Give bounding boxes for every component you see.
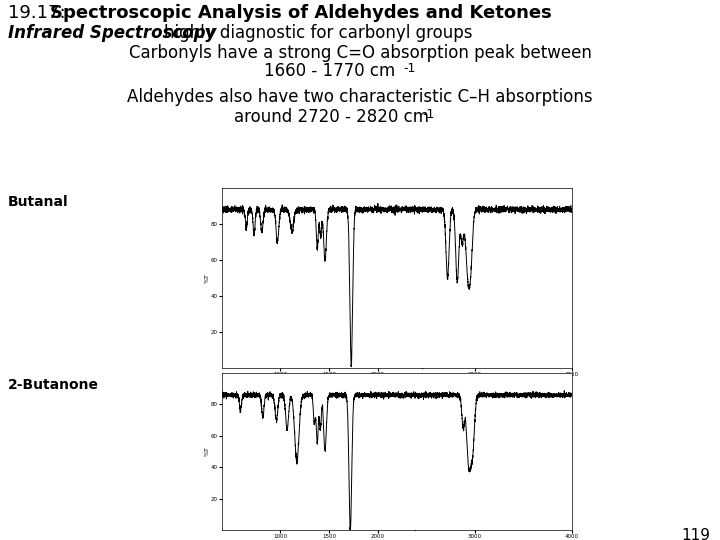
Y-axis label: %T: %T [204, 447, 210, 456]
Text: 2720,: 2720, [300, 318, 333, 331]
Text: 2815 cm⁻¹: 2815 cm⁻¹ [300, 330, 362, 343]
Text: 119: 119 [681, 528, 710, 540]
Text: around 2720 - 2820 cm: around 2720 - 2820 cm [235, 108, 430, 126]
Text: Aldehydes also have two characteristic C–H absorptions: Aldehydes also have two characteristic C… [127, 88, 593, 106]
Text: Spectroscopic Analysis of Aldehydes and Ketones: Spectroscopic Analysis of Aldehydes and … [50, 4, 552, 22]
Text: Carbonyls have a strong C=O absorption peak between: Carbonyls have a strong C=O absorption p… [129, 44, 591, 62]
Text: 1660 - 1770 cm: 1660 - 1770 cm [264, 62, 395, 80]
Text: -1: -1 [403, 62, 415, 75]
Text: Butanal: Butanal [8, 195, 68, 209]
Text: C=O (1730 cm⁻¹): C=O (1730 cm⁻¹) [390, 322, 493, 335]
Text: C-H: C-H [265, 463, 287, 476]
Text: C-H: C-H [228, 272, 251, 285]
Text: -1: -1 [422, 108, 434, 121]
Text: Infrared Spectroscopy: Infrared Spectroscopy [8, 24, 217, 42]
Text: : highly diagnostic for carbonyl groups: : highly diagnostic for carbonyl groups [153, 24, 472, 42]
Text: 19.17:: 19.17: [8, 4, 71, 22]
Text: C=O (1720 cm⁻¹): C=O (1720 cm⁻¹) [360, 497, 463, 510]
X-axis label: WAVENUMBER / cm⁻¹: WAVENUMBER / cm⁻¹ [368, 379, 426, 384]
Text: 2-Butanone: 2-Butanone [8, 378, 99, 392]
Y-axis label: %T: %T [204, 273, 210, 283]
